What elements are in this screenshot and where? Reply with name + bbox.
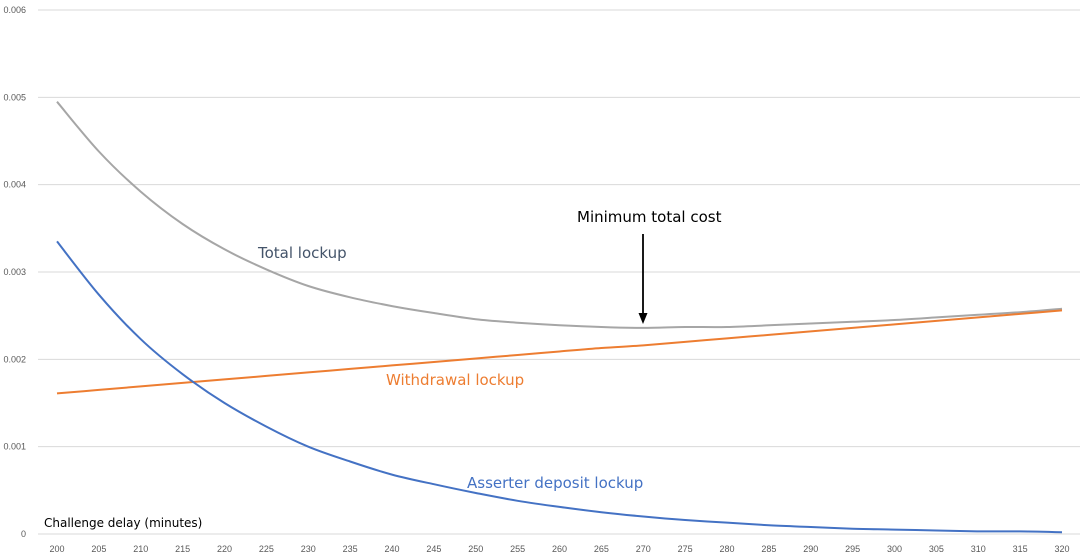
series-label-withdrawal-lockup: Withdrawal lockup	[386, 371, 524, 389]
y-tick-label: 0.003	[3, 267, 26, 277]
x-tick-label: 285	[761, 544, 776, 554]
annotation-arrowhead	[638, 313, 648, 324]
series-line-withdrawal-lockup	[56, 309, 1063, 395]
x-tick-label: 250	[468, 544, 483, 554]
y-tick-label: 0.002	[3, 354, 26, 364]
x-tick-label: 280	[719, 544, 734, 554]
annotation-text: Minimum total cost	[577, 208, 722, 226]
series-lines	[56, 101, 1063, 534]
x-tick-label: 265	[594, 544, 609, 554]
y-tick-label: 0	[21, 529, 26, 539]
y-tick-label: 0.001	[3, 442, 26, 452]
x-tick-label: 210	[133, 544, 148, 554]
y-tick-label: 0.005	[3, 92, 26, 102]
x-axis-title: Challenge delay (minutes)	[44, 516, 202, 530]
x-tick-label: 300	[887, 544, 902, 554]
y-tick-label: 0.006	[3, 5, 26, 15]
x-tick-label: 270	[636, 544, 651, 554]
gridlines	[38, 9, 1080, 535]
x-tick-label: 245	[426, 544, 441, 554]
x-tick-label: 260	[552, 544, 567, 554]
x-tick-label: 240	[384, 544, 399, 554]
x-tick-label: 320	[1054, 544, 1069, 554]
x-tick-label: 205	[91, 544, 106, 554]
x-tick-label: 255	[510, 544, 525, 554]
y-axis-ticks: 0 0.001 0.002 0.003 0.004 0.005 0.006	[3, 5, 26, 539]
annotation-minimum-total-cost: Minimum total cost	[577, 208, 722, 324]
x-tick-label: 235	[343, 544, 358, 554]
x-tick-label: 275	[678, 544, 693, 554]
x-tick-label: 315	[1013, 544, 1028, 554]
series-label-total-lockup: Total lockup	[257, 244, 347, 262]
y-tick-label: 0.004	[3, 180, 26, 190]
x-axis-ticks: 200 205 210 215 220 225 230 235 240 245 250 255 260 2…	[49, 544, 1069, 554]
x-tick-label: 305	[929, 544, 944, 554]
x-tick-label: 310	[971, 544, 986, 554]
x-tick-label: 225	[259, 544, 274, 554]
x-tick-label: 215	[175, 544, 190, 554]
x-tick-label: 220	[217, 544, 232, 554]
x-tick-label: 295	[845, 544, 860, 554]
series-line-asserter-deposit-lockup	[56, 240, 1063, 534]
x-tick-label: 200	[49, 544, 64, 554]
series-line-total-lockup	[56, 101, 1063, 329]
x-tick-label: 290	[803, 544, 818, 554]
x-tick-label: 230	[301, 544, 316, 554]
series-label-asserter-deposit-lockup: Asserter deposit lockup	[467, 474, 643, 492]
